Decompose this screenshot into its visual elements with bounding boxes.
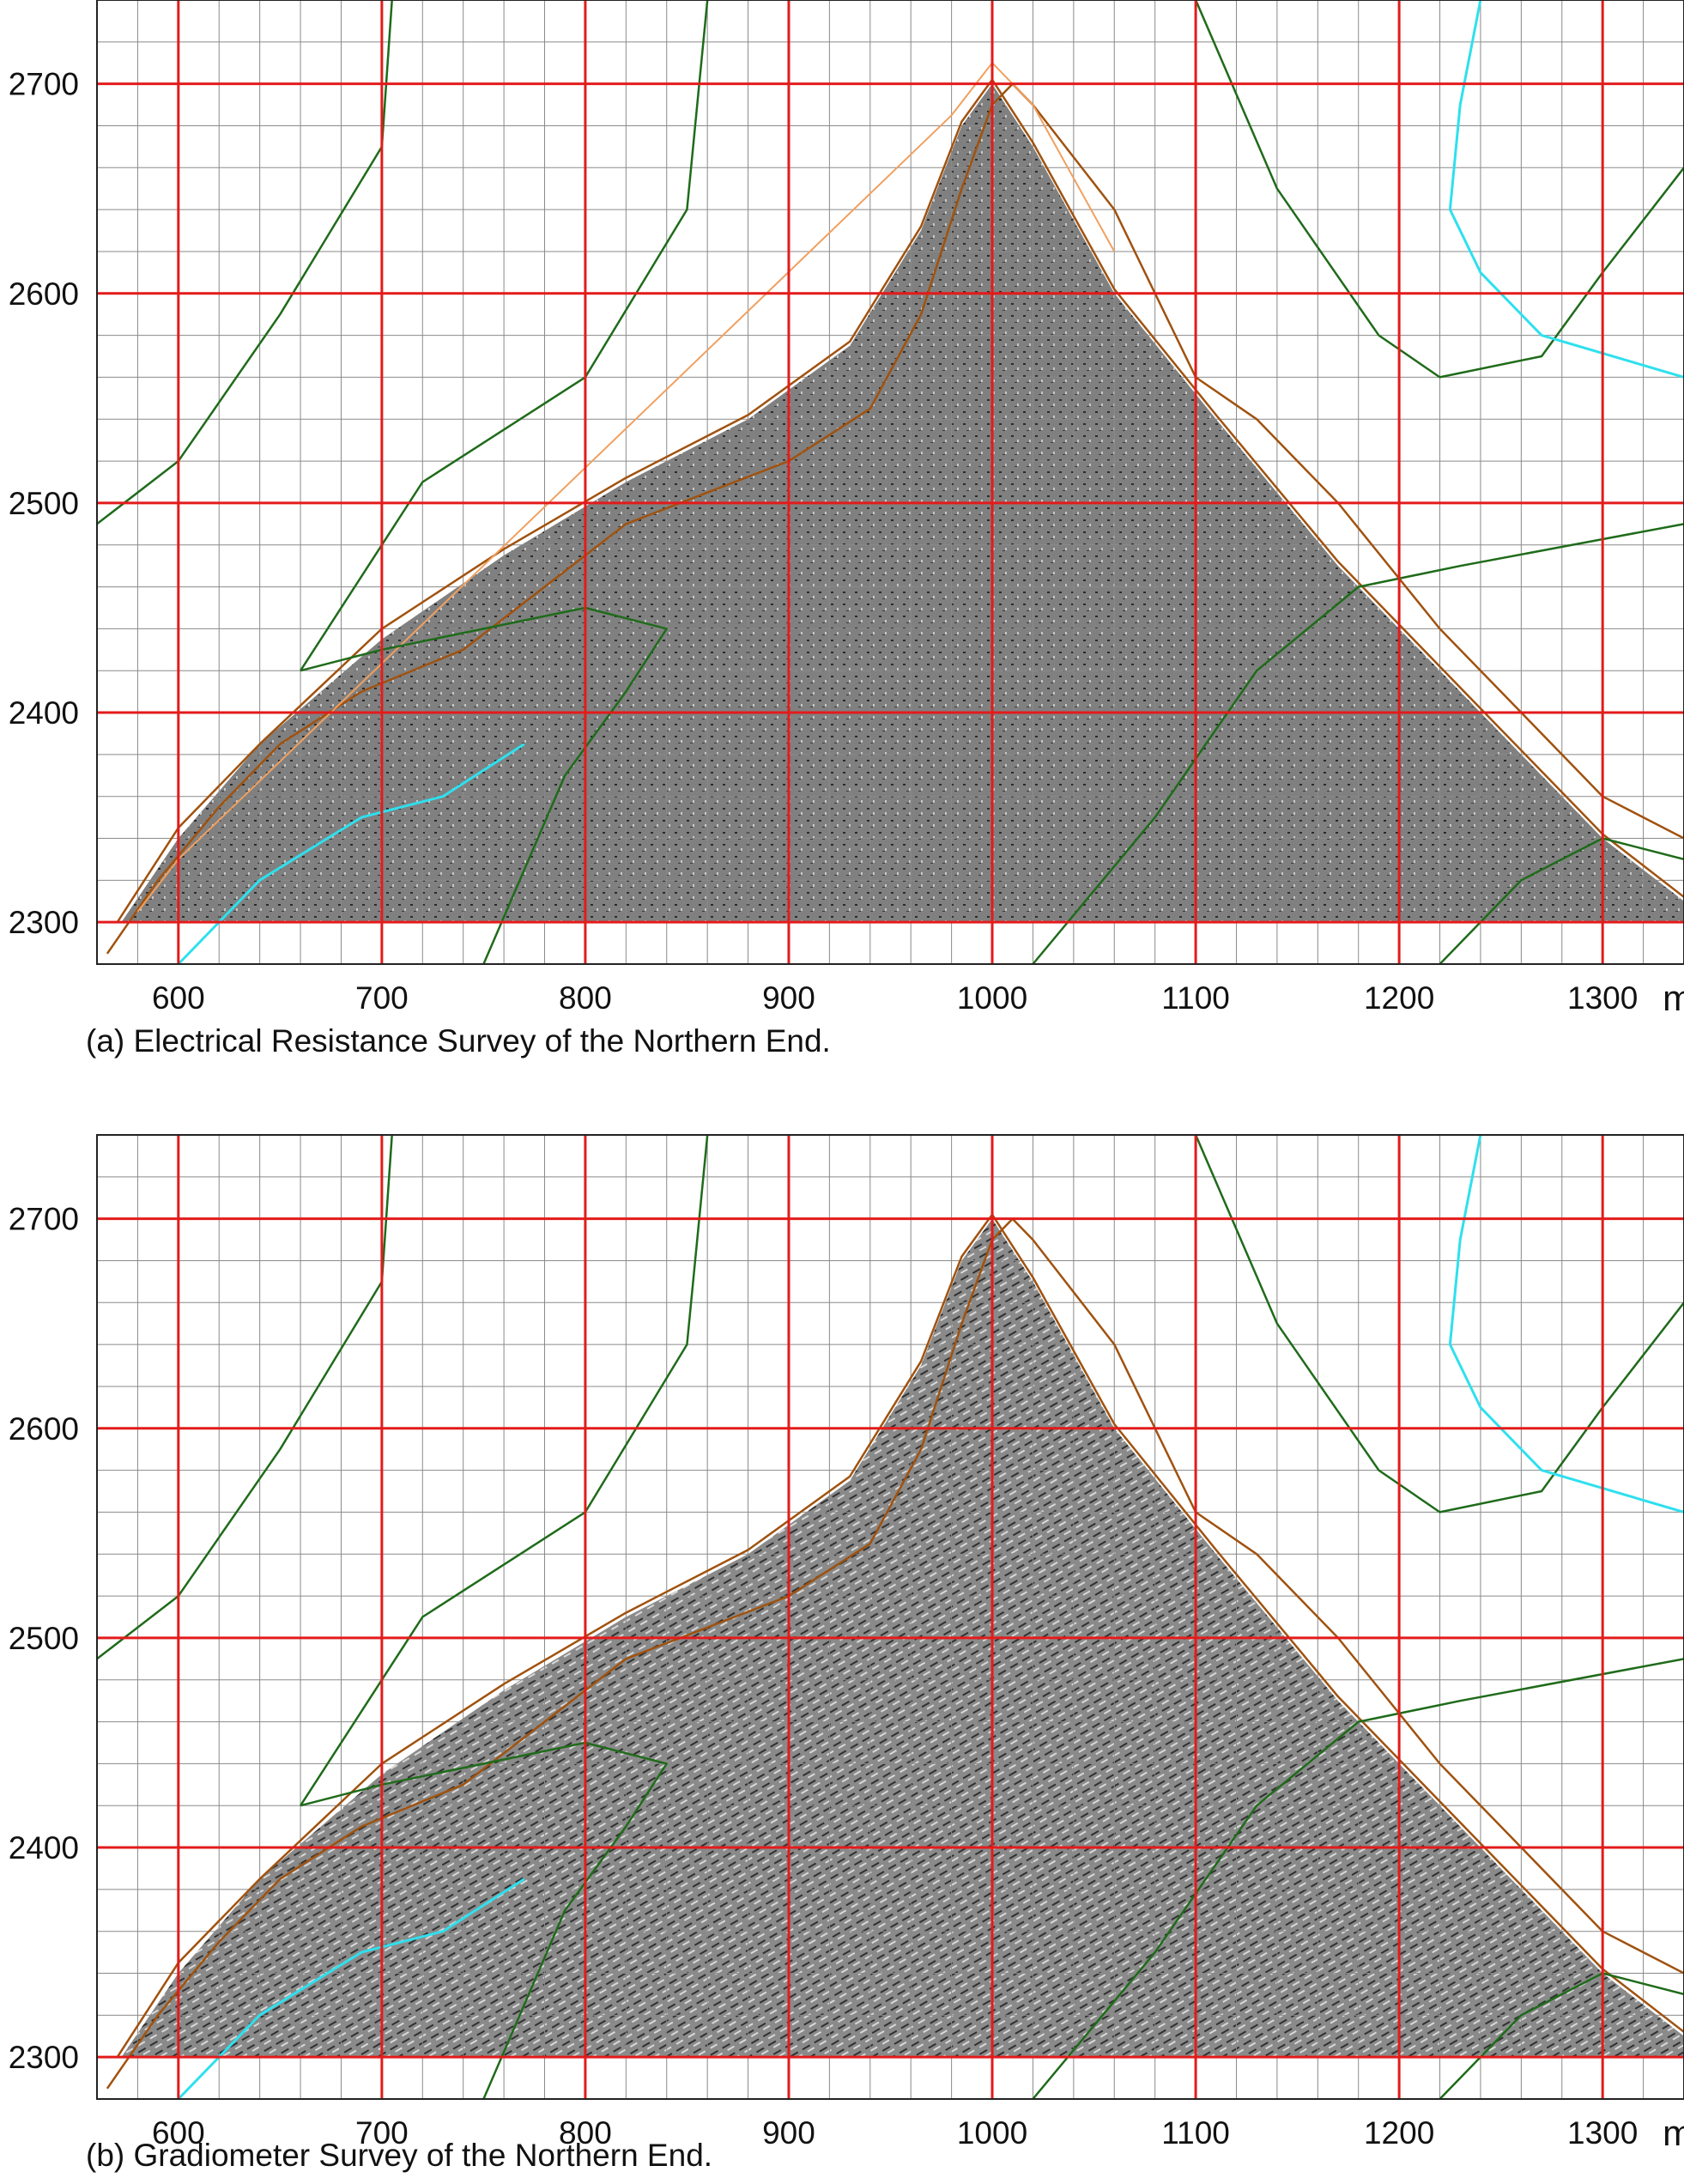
stream-line	[1448, 1134, 1684, 1514]
x-tick-label: 700	[355, 2115, 409, 2151]
contour-line-green	[1032, 523, 1684, 965]
x-tick-label: 1000	[957, 2115, 1027, 2151]
x-tick-label: 800	[559, 980, 612, 1016]
x-tick-label: 700	[355, 980, 409, 1016]
contour-line-outer	[106, 1217, 1684, 2090]
y-tick-label: 2300	[9, 905, 79, 940]
y-tick-label: 2600	[9, 1411, 79, 1447]
x-tick-label: 600	[152, 2115, 205, 2151]
x-tick-label: 1100	[1161, 980, 1230, 1016]
stream-line	[1448, 0, 1684, 379]
contour-line-orange	[136, 62, 1116, 913]
x-tick-label: 900	[762, 2115, 815, 2151]
contour-line-green	[96, 0, 393, 525]
x-tick-label: 600	[152, 980, 205, 1016]
stream-line	[177, 743, 525, 966]
x-tick-label: 1300	[1567, 2115, 1638, 2151]
x-tick-label: 1200	[1364, 980, 1434, 1016]
x-tick-label: 900	[762, 980, 815, 1016]
plot-frame	[96, 1134, 1684, 2100]
x-tick-label: 800	[559, 2115, 612, 2151]
x-tick-label: 1200	[1364, 2115, 1434, 2151]
x-unit-label: m	[1663, 2113, 1684, 2153]
y-tick-label: 2700	[9, 1202, 79, 1237]
y-tick-label: 2500	[9, 486, 79, 521]
panel-b-caption: (b) Gradiometer Survey of the Northern E…	[86, 2138, 713, 2173]
panel-b-gradiometer-map: 2300 2400 2500 2600 2700 600 700 800 900 1000 1100…	[9, 1134, 1684, 2153]
x-tick-label: 1300	[1567, 980, 1638, 1016]
y-tick-label: 2300	[9, 2040, 79, 2075]
y-tick-label: 2700	[9, 67, 79, 102]
y-tick-label: 2500	[9, 1621, 79, 1656]
y-tick-label: 2400	[9, 695, 79, 731]
y-tick-label: 2400	[9, 1830, 79, 1866]
y-tick-label: 2600	[9, 276, 79, 312]
contour-line-green	[1032, 1658, 1684, 2100]
contour-line-green	[96, 1134, 393, 1660]
plot-frame	[96, 0, 1684, 965]
panel-a-resistance-map: 2300 2400 2500 2600 2700 600 700 800 900 1000 1100…	[9, 0, 1684, 1018]
x-unit-label: m	[1663, 978, 1684, 1018]
contour-line-outer	[106, 82, 1684, 955]
x-tick-label: 1000	[957, 980, 1027, 1016]
stream-line	[177, 1878, 525, 2101]
x-tick-label: 1100	[1161, 2115, 1230, 2151]
panel-a-caption: (a) Electrical Resistance Survey of the …	[86, 1023, 831, 1059]
